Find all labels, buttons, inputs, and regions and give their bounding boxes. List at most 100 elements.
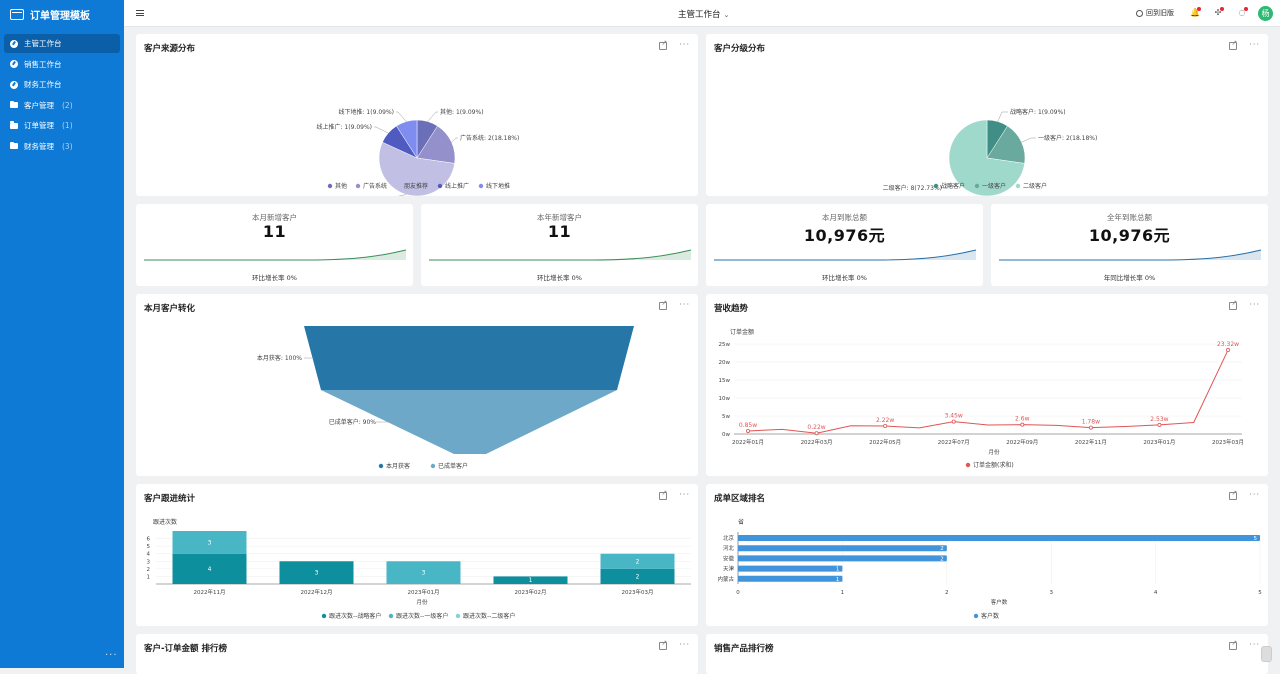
y-tick-label: 4: [147, 552, 151, 558]
legend-item: 线下地推: [486, 182, 510, 190]
open-external-icon[interactable]: [659, 299, 668, 310]
bar-value-label: 3: [208, 539, 212, 546]
kpi-sparkline: [144, 249, 407, 261]
legend-item: 已成单客户: [438, 462, 468, 470]
help-icon[interactable]: ◌: [1237, 7, 1248, 18]
y-tick-label: 2: [147, 567, 151, 573]
kpi-card: 本月新增客户 11 环比增长率 0%: [136, 204, 413, 286]
tools-icon[interactable]: ✣: [1213, 7, 1224, 18]
funnel-label-sep: :: [281, 355, 285, 362]
more-icon[interactable]: ···: [679, 490, 690, 499]
card-title: 销售产品排行榜: [714, 644, 774, 654]
more-icon[interactable]: ···: [1249, 640, 1260, 649]
pie-label-value: 2: [488, 135, 492, 142]
notification-dot: [1220, 7, 1224, 11]
sidebar-item-count: (3): [62, 141, 73, 151]
x-tick-label: 1: [841, 590, 845, 596]
revenue-line-chart: 订单金额 0w 5w 10w 15w 20w 25w 2022年01月 2022年03月 2022…: [719, 328, 1245, 469]
bell-icon[interactable]: 🔔: [1190, 7, 1201, 17]
pie-leader-line: [451, 137, 458, 143]
pie-label-open: (: [348, 124, 350, 131]
pie-label: 线上推广: 1(9.09%): [316, 123, 372, 131]
more-icon[interactable]: ···: [679, 40, 690, 49]
sidebar-item-5[interactable]: 财务管理 (3): [4, 137, 120, 156]
sparkline-area: [999, 250, 1261, 260]
more-icon[interactable]: ···: [1249, 40, 1260, 49]
bar-value-label: 1: [836, 567, 840, 573]
more-icon[interactable]: ···: [679, 640, 690, 649]
pie-label-close: ): [1063, 109, 1065, 116]
pie-label-close: ): [370, 124, 372, 131]
open-external-icon[interactable]: [659, 639, 668, 650]
app-logo-icon: [10, 8, 24, 20]
more-icon[interactable]: ···: [1249, 490, 1260, 499]
legend-item: 其他: [335, 182, 347, 190]
bar-segment: [172, 531, 247, 554]
open-external-icon[interactable]: [659, 39, 668, 50]
sparkline-line: [999, 249, 1262, 261]
scroll-to-top-button[interactable]: [1261, 646, 1272, 662]
open-external-icon[interactable]: [1229, 489, 1238, 500]
open-external-icon[interactable]: [1229, 639, 1238, 650]
x-tick-label: 2022年09月: [1006, 438, 1038, 446]
menu-toggle-icon[interactable]: [136, 10, 144, 16]
x-tick-label: 2022年05月: [869, 438, 901, 446]
sidebar-item-2[interactable]: 财务工作台: [4, 75, 120, 94]
pie-label-name: 一级客户: [1038, 134, 1062, 142]
data-label: 2.53w: [1150, 416, 1168, 423]
open-external-icon[interactable]: [659, 489, 668, 500]
kpi-label: 本月到账总额: [822, 213, 867, 222]
more-icon[interactable]: ···: [679, 300, 690, 309]
back-label: 回到旧版: [1146, 9, 1174, 17]
data-label: 0.85w: [739, 422, 757, 429]
pie-label-open: (: [1042, 109, 1044, 116]
folder-icon: [10, 121, 18, 129]
y-tick-label: 10w: [719, 396, 731, 402]
sidebar-item-4[interactable]: 订单管理 (1): [4, 116, 120, 135]
bar-value-label: 2: [940, 556, 944, 562]
pie-label: 线下地推: 1(9.09%): [338, 108, 394, 116]
pie-label-name: 线下地推: [338, 108, 362, 116]
data-point: [746, 428, 751, 433]
folder-icon: [10, 100, 18, 108]
sidebar-item-1[interactable]: 销售工作台: [4, 55, 120, 74]
pie-leader-line: [997, 111, 1008, 122]
y-tick-label: 0w: [722, 432, 730, 438]
conversion-funnel-chart: 本月获客: 100%已成单客户: 90%本月获客 已成单客户: [257, 326, 634, 470]
page-title[interactable]: 主管工作台 ⌄: [678, 8, 729, 20]
pie-label-name: 二级客户: [883, 184, 907, 192]
sidebar-item-0[interactable]: 主管工作台: [4, 34, 120, 53]
pie-label-close: ): [940, 185, 942, 192]
pie-leader-line: [1021, 137, 1036, 143]
sidebar-item-3[interactable]: 客户管理 (2): [4, 96, 120, 115]
back-to-old-version-button[interactable]: 回到旧版: [1136, 8, 1174, 18]
legend-item: 本月获客: [386, 462, 410, 470]
card-title: 客户来源分布: [144, 44, 196, 54]
open-external-icon[interactable]: [1229, 299, 1238, 310]
avatar[interactable]: 杨: [1258, 6, 1273, 21]
legend-item: 订单金额(求和): [973, 461, 1014, 469]
card-title: 本月客户转化: [144, 304, 196, 314]
funnel-label-sep: :: [359, 419, 363, 426]
brand[interactable]: 订单管理模板: [10, 6, 90, 22]
bar-value-label: 1: [529, 577, 533, 584]
kpi-label: 本月新增客户: [252, 213, 297, 222]
pie-label-sep: :: [1062, 135, 1066, 142]
legend-item: 二级客户: [1023, 182, 1047, 190]
legend-item: 线上推广: [445, 182, 469, 190]
bar-segment: [600, 553, 675, 569]
kpi-value: 10,976元: [1088, 226, 1171, 245]
kpi-value: 11: [547, 222, 572, 241]
bar: [738, 555, 947, 562]
bar-value-label: 2: [636, 558, 640, 565]
legend-marker: [478, 183, 484, 189]
x-tick-label: 2023年01月: [408, 588, 440, 596]
sidebar-item-label: 财务工作台: [24, 80, 62, 89]
y-axis-title: 订单金额: [730, 328, 754, 336]
sidebar-more-icon[interactable]: ···: [105, 650, 118, 661]
pie-label-pct: 18.18%: [494, 135, 517, 142]
more-icon[interactable]: ···: [1249, 300, 1260, 309]
open-external-icon[interactable]: [1229, 39, 1238, 50]
